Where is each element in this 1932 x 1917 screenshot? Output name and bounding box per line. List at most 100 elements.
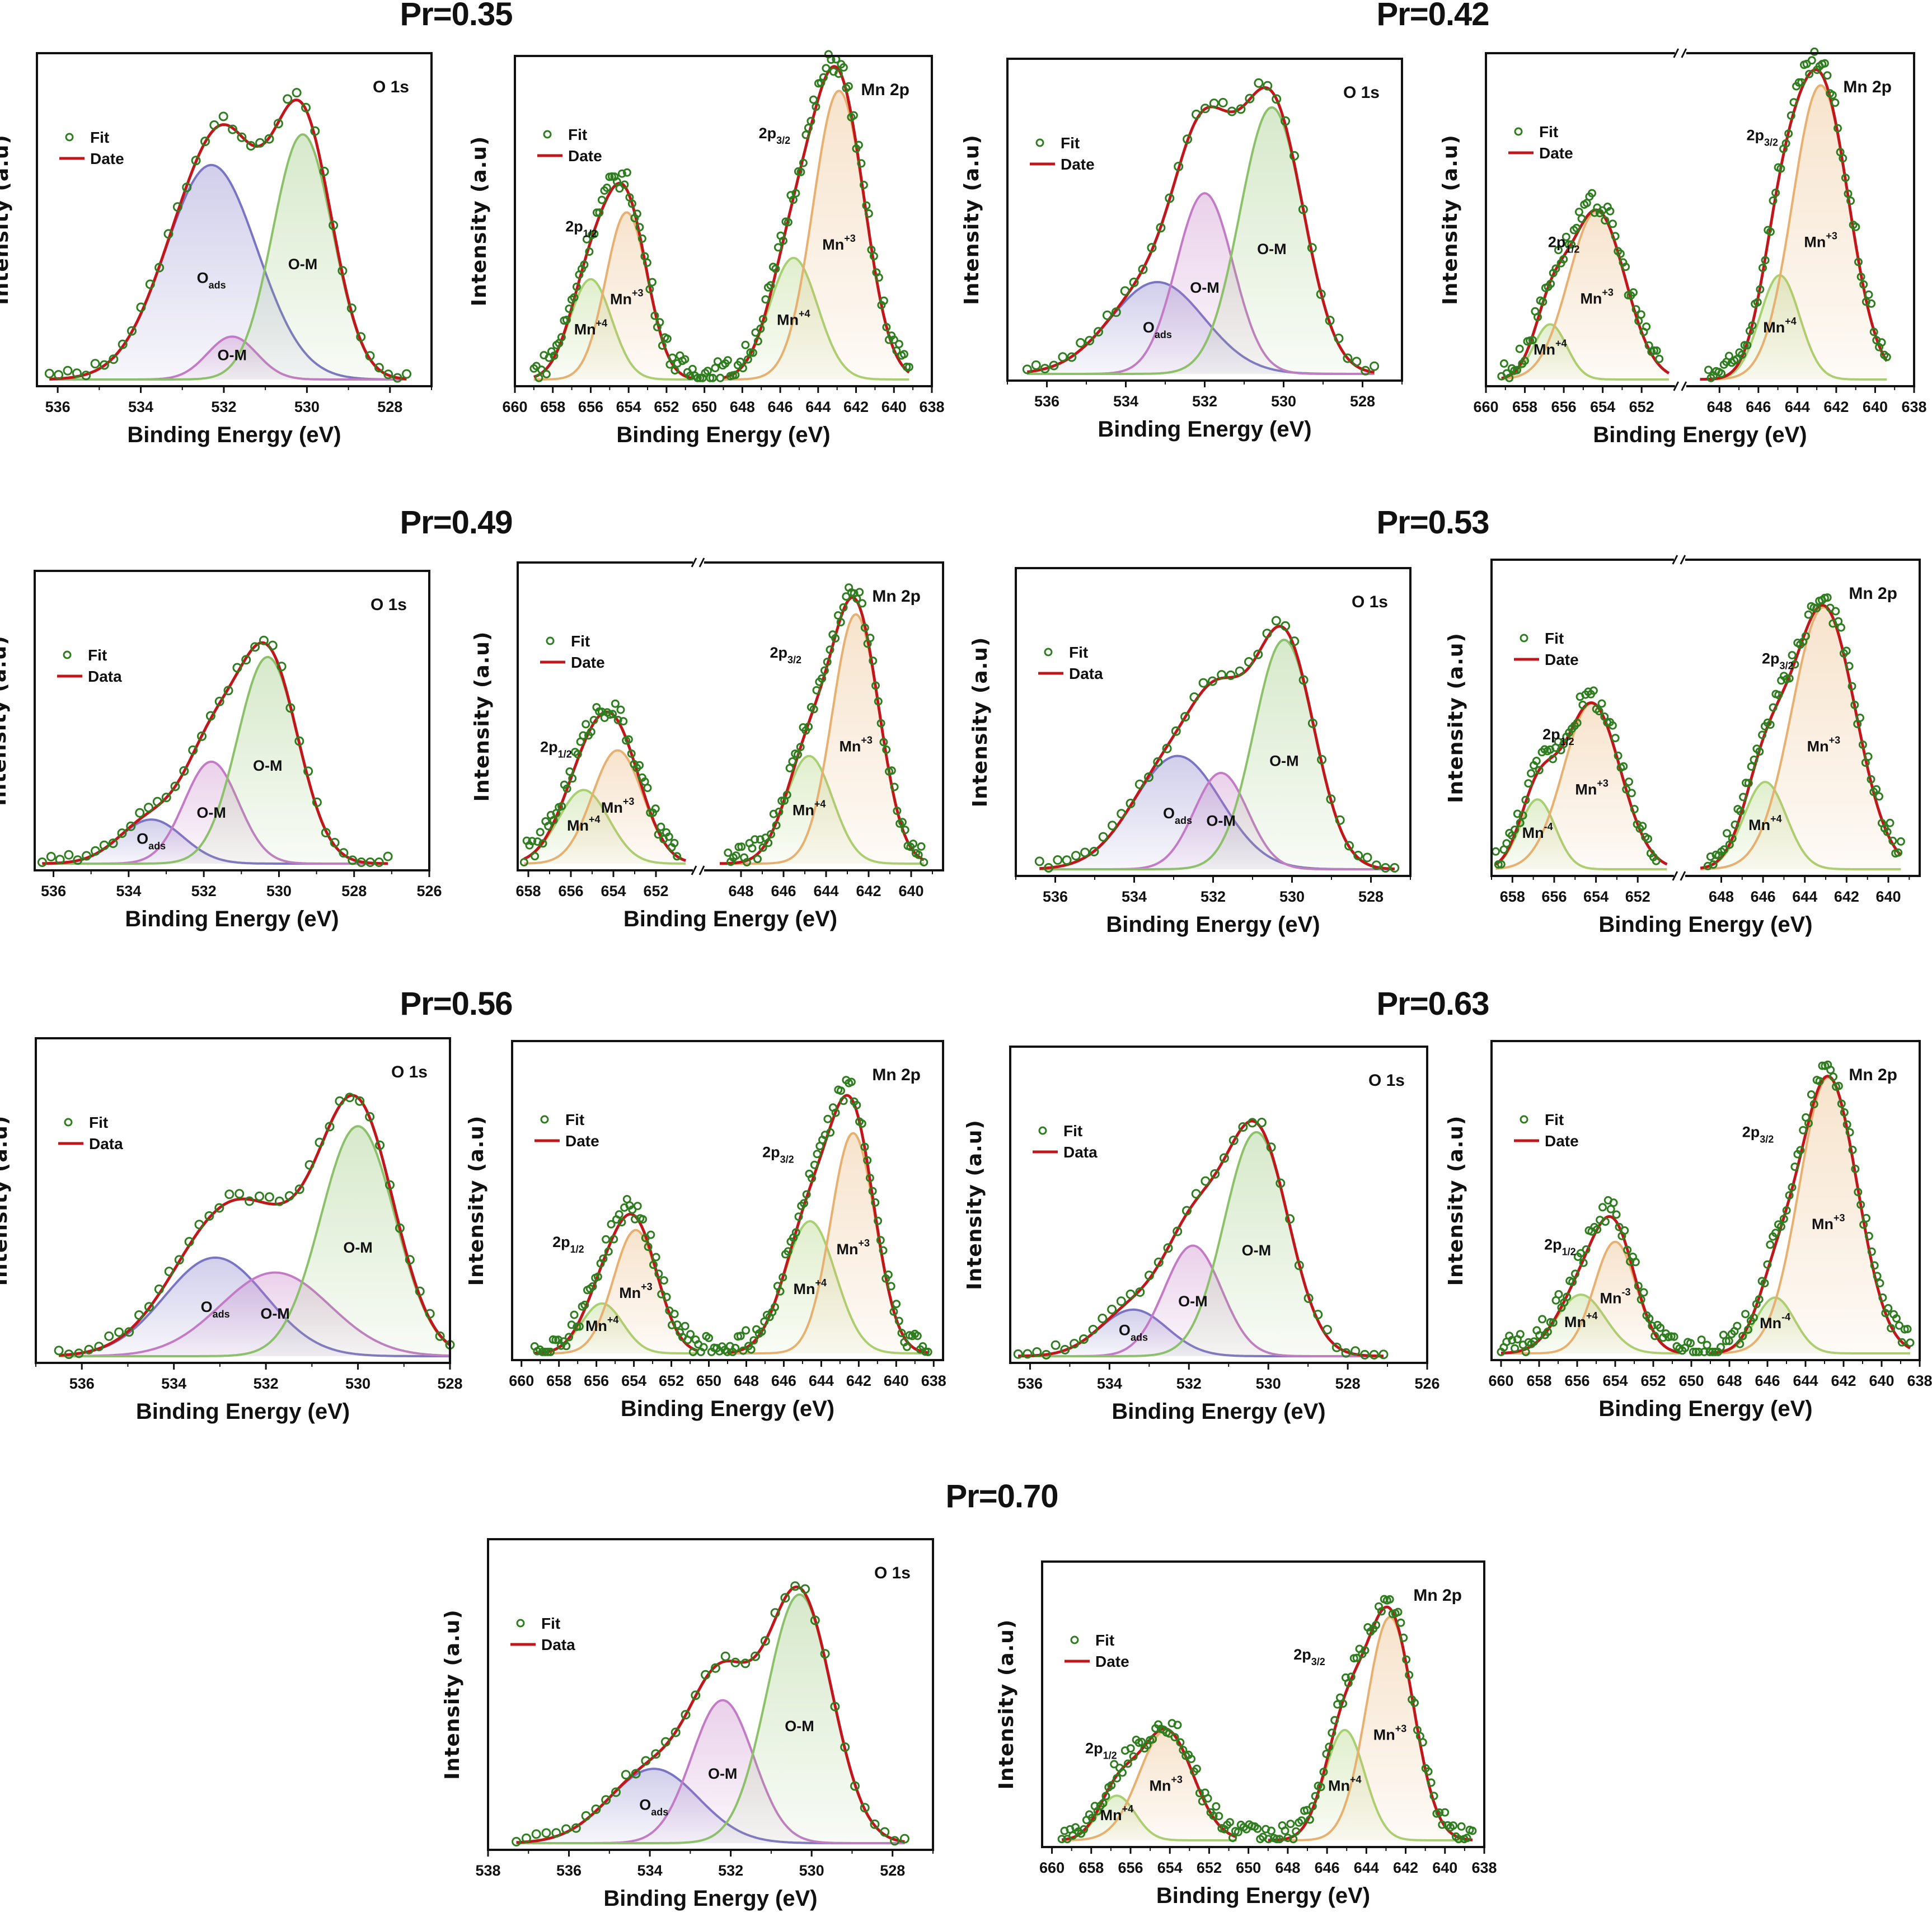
data-point bbox=[1266, 1142, 1276, 1152]
panel-label: Mn 2p bbox=[1843, 78, 1892, 96]
data-point bbox=[184, 1237, 194, 1246]
data-point bbox=[1790, 1163, 1799, 1171]
data-point bbox=[117, 828, 127, 838]
data-point bbox=[809, 705, 818, 714]
data-point bbox=[1631, 1258, 1640, 1267]
data-point bbox=[255, 1191, 264, 1201]
data-point bbox=[1381, 863, 1390, 873]
component-area-o-m bbox=[1039, 640, 1395, 869]
data-point bbox=[852, 1100, 861, 1109]
data-point bbox=[627, 749, 636, 758]
data-point bbox=[1743, 341, 1752, 350]
xps-panel-pr053-mn2p: 658 656 654 652 648 646 644 642 640 Binding Energ… bbox=[1445, 555, 1921, 937]
data-point bbox=[890, 1836, 900, 1846]
row-title-pr-056: Pr=0.56 bbox=[400, 986, 513, 1022]
data-point bbox=[834, 69, 843, 78]
component-label: Mn+3 bbox=[1373, 1723, 1407, 1743]
component-label: O-M bbox=[1178, 1293, 1207, 1310]
data-point bbox=[383, 369, 393, 379]
data-point bbox=[1292, 1827, 1301, 1836]
component-label: Mn+3 bbox=[1807, 734, 1841, 754]
data-point bbox=[285, 703, 296, 713]
data-point bbox=[1724, 1337, 1733, 1346]
data-point bbox=[887, 766, 896, 775]
component-label: Mn+3 bbox=[837, 1238, 870, 1258]
data-point bbox=[1823, 71, 1832, 80]
panel-label: Mn 2p bbox=[1849, 1066, 1897, 1084]
data-point bbox=[1352, 1653, 1361, 1662]
component-area-mn-4 bbox=[1700, 782, 1901, 869]
data-point bbox=[571, 1823, 581, 1833]
x-tick-label: 646 bbox=[768, 399, 793, 415]
data-point bbox=[72, 368, 82, 378]
data-point bbox=[1080, 847, 1090, 857]
data-point bbox=[395, 1223, 405, 1233]
x-tick-label: 660 bbox=[509, 1372, 534, 1389]
data-point bbox=[650, 311, 659, 320]
data-point bbox=[1829, 1072, 1838, 1081]
data-point bbox=[1611, 734, 1620, 743]
data-point bbox=[172, 202, 182, 212]
data-point bbox=[801, 130, 810, 139]
data-point bbox=[860, 624, 869, 632]
data-point bbox=[1623, 1245, 1632, 1254]
data-point bbox=[1779, 1215, 1788, 1224]
data-point bbox=[580, 260, 589, 269]
data-point bbox=[1041, 1349, 1051, 1360]
data-point bbox=[536, 828, 545, 837]
data-point bbox=[1325, 1742, 1334, 1751]
panel-label: O 1s bbox=[371, 596, 407, 614]
component-label: O-M bbox=[253, 757, 282, 774]
data-point bbox=[1120, 286, 1130, 296]
data-point bbox=[294, 1184, 304, 1194]
data-point bbox=[611, 1787, 621, 1797]
data-point bbox=[1815, 1077, 1824, 1086]
data-point bbox=[1897, 1338, 1906, 1347]
data-point bbox=[580, 1300, 589, 1309]
component-label: O-M bbox=[260, 1305, 289, 1322]
x-tick-label: 640 bbox=[1432, 1859, 1457, 1876]
data-point bbox=[898, 818, 907, 827]
peak-label: 2p3/2 bbox=[759, 125, 791, 146]
data-point bbox=[1573, 719, 1582, 728]
data-point bbox=[1892, 1314, 1901, 1323]
xps-panel-pr042-mn2p: 660 658 656 654 652 648 646 644 642 640 638 Binding… bbox=[1439, 47, 1927, 447]
data-point bbox=[1317, 754, 1327, 765]
data-point bbox=[612, 177, 621, 186]
data-point bbox=[1214, 1812, 1223, 1821]
data-point bbox=[1085, 336, 1095, 346]
data-point bbox=[784, 1247, 793, 1256]
data-point bbox=[292, 88, 302, 98]
legend-fit-label: Fit bbox=[90, 129, 109, 146]
data-point bbox=[325, 1122, 335, 1132]
x-tick-label: 530 bbox=[294, 399, 320, 415]
data-point bbox=[1390, 863, 1400, 873]
component-label: Mn+3 bbox=[610, 288, 644, 308]
data-point bbox=[1173, 1721, 1182, 1729]
data-point bbox=[635, 223, 644, 232]
data-point bbox=[1818, 1061, 1827, 1070]
data-point bbox=[283, 94, 293, 104]
panel-label: O 1s bbox=[874, 1564, 911, 1582]
data-point bbox=[537, 365, 546, 374]
data-point bbox=[1253, 649, 1263, 659]
data-point bbox=[879, 738, 888, 747]
data-point bbox=[760, 1636, 770, 1646]
data-point bbox=[1841, 174, 1850, 182]
data-point bbox=[632, 209, 641, 218]
data-point bbox=[1689, 1347, 1697, 1356]
data-point bbox=[710, 1663, 720, 1673]
data-point bbox=[134, 1310, 144, 1320]
data-point bbox=[1256, 1118, 1267, 1127]
row-title-pr-070: Pr=0.70 bbox=[945, 1478, 1058, 1515]
data-point bbox=[585, 247, 594, 256]
y-axis-title: Intensity (a.u) bbox=[0, 635, 11, 806]
data-point bbox=[1577, 214, 1586, 223]
data-point bbox=[761, 295, 770, 304]
data-point bbox=[1845, 1128, 1854, 1137]
component-label: Mn+3 bbox=[1804, 231, 1837, 251]
axis-break-top-icon bbox=[1673, 48, 1687, 58]
data-point bbox=[1856, 714, 1864, 722]
data-point bbox=[549, 815, 558, 824]
data-point bbox=[1307, 718, 1317, 728]
